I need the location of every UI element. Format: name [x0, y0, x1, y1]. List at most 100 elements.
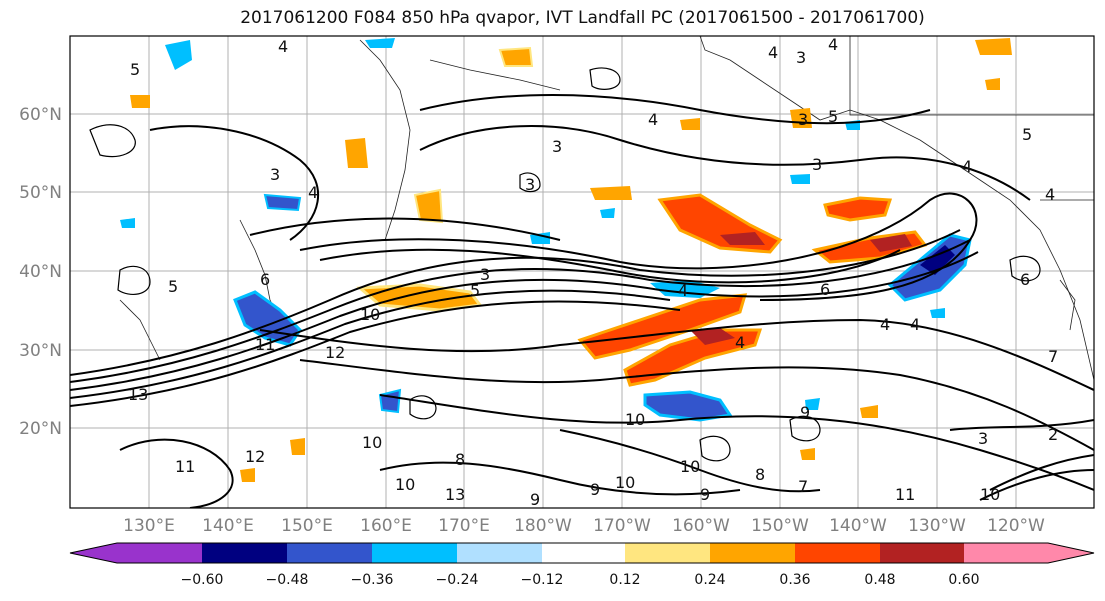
contour-label: 11: [895, 485, 915, 504]
lon-label: 130°E: [123, 516, 175, 536]
contour-label: 3: [812, 155, 822, 174]
contour-label: 11: [255, 335, 275, 354]
lon-label: 130°W: [908, 516, 966, 536]
contour-label: 4: [278, 37, 288, 56]
contour-label: 10: [360, 305, 380, 324]
colorbar-tick-label: −0.60: [181, 572, 224, 588]
contour-label: 10: [680, 457, 700, 476]
contour-label: 5: [470, 281, 480, 300]
colorbar: −0.60 −0.48 −0.36 −0.24 −0.12 0.12 0.24 …: [69, 542, 1095, 588]
lon-label: 160°E: [360, 516, 412, 536]
colorbar-segment: [880, 543, 964, 563]
contour-label: 11: [175, 457, 195, 476]
ivt-contours: [70, 94, 1094, 508]
colorbar-segment: [964, 543, 1048, 563]
contour-label: 3: [978, 429, 988, 448]
contour-label: 4: [828, 35, 838, 54]
lat-label: 50°N: [19, 183, 62, 203]
colorbar-segment: [795, 543, 880, 563]
colorbar-extend-low: [70, 543, 117, 563]
contour-label: 4: [910, 315, 920, 334]
contour-label: 4: [735, 333, 745, 352]
colorbar-tick-label: −0.36: [351, 572, 394, 588]
lat-label: 40°N: [19, 262, 62, 282]
contour-label: 13: [128, 385, 148, 404]
lat-label: 60°N: [19, 105, 62, 125]
contour-label: 4: [880, 315, 890, 334]
gridlines: [70, 36, 1094, 508]
contour-label: 6: [1020, 270, 1030, 289]
contour-label: 9: [530, 490, 540, 509]
colorbar-segment: [117, 543, 202, 563]
lon-label: 150°E: [281, 516, 333, 536]
colorbar-outline: [69, 542, 1095, 564]
lon-label: 160°W: [672, 516, 730, 536]
latitude-labels: 60°N 50°N 40°N 30°N 20°N: [19, 105, 62, 439]
colorbar-segment: [710, 543, 795, 563]
contour-label: 2: [1048, 425, 1058, 444]
contour-label: 3: [480, 265, 490, 284]
contour-label: 3: [525, 175, 535, 194]
colorbar-tick-label: 0.12: [609, 572, 640, 588]
contour-labels: 4 4 4 3 5 3 4 3 5 3 3 4 4 5 6 6 3 4 3 5 …: [128, 35, 1058, 509]
contour-label: 10: [625, 410, 645, 429]
colorbar-tick-label: 0.24: [694, 572, 725, 588]
contour-label: 6: [260, 270, 270, 289]
contour-label: 8: [755, 465, 765, 484]
contour-label: 9: [590, 480, 600, 499]
contour-label: 4: [308, 183, 318, 202]
contour-label: 12: [325, 343, 345, 362]
contour-label: 9: [800, 403, 810, 422]
colorbar-tick-label: 0.36: [779, 572, 810, 588]
contour-label: 4: [768, 43, 778, 62]
lat-label: 20°N: [19, 419, 62, 439]
contour-label: 8: [455, 450, 465, 469]
colorbar-segment: [287, 543, 372, 563]
colorbar-segment: [542, 543, 625, 563]
contour-label: 12: [245, 447, 265, 466]
contour-label: 10: [615, 473, 635, 492]
lon-label: 150°W: [751, 516, 809, 536]
colorbar-tick-label: 0.60: [948, 572, 979, 588]
contour-label: 5: [130, 60, 140, 79]
lon-label: 170°E: [438, 516, 490, 536]
colorbar-segment: [372, 543, 457, 563]
contour-label: 3: [552, 137, 562, 156]
contour-label: 5: [1022, 125, 1032, 144]
contour-label: 10: [362, 433, 382, 452]
contour-label: 4: [648, 110, 658, 129]
contour-label: 9: [700, 485, 710, 504]
contour-label: 4: [962, 157, 972, 176]
positive-anomaly-fill: [130, 38, 1012, 482]
lon-label: 140°E: [202, 516, 254, 536]
map-border: [69, 35, 1095, 509]
contour-label: 10: [980, 485, 1000, 504]
contour-label: 13: [445, 485, 465, 504]
colorbar-tick-label: −0.48: [266, 572, 309, 588]
colorbar-segment: [202, 543, 287, 563]
lon-label: 140°W: [829, 516, 887, 536]
lat-label: 30°N: [19, 341, 62, 361]
longitude-labels: 130°E 140°E 150°E 160°E 170°E 180°W 170°…: [123, 516, 1045, 536]
contour-label: 3: [798, 110, 808, 129]
colorbar-segment: [457, 543, 542, 563]
lon-label: 170°W: [593, 516, 651, 536]
small-contours: [89, 67, 1041, 462]
contour-label: 5: [828, 107, 838, 126]
contour-label: 3: [270, 165, 280, 184]
map-title: 2017061200 F084 850 hPa qvapor, IVT Land…: [240, 8, 925, 28]
contour-label: 10: [395, 475, 415, 494]
contour-label: 7: [798, 477, 808, 496]
contour-label: 5: [168, 277, 178, 296]
lon-label: 120°W: [987, 516, 1045, 536]
contour-label: 3: [796, 48, 806, 67]
contour-label: 4: [678, 281, 688, 300]
colorbar-tick-label: −0.24: [436, 572, 479, 588]
colorbar-tick-label: 0.48: [864, 572, 895, 588]
contour-label: 6: [820, 280, 830, 299]
contour-label: 7: [1048, 347, 1058, 366]
colorbar-segment: [625, 543, 710, 563]
colorbar-tick-label: −0.12: [521, 572, 564, 588]
colorbar-extend-high: [1048, 543, 1094, 563]
